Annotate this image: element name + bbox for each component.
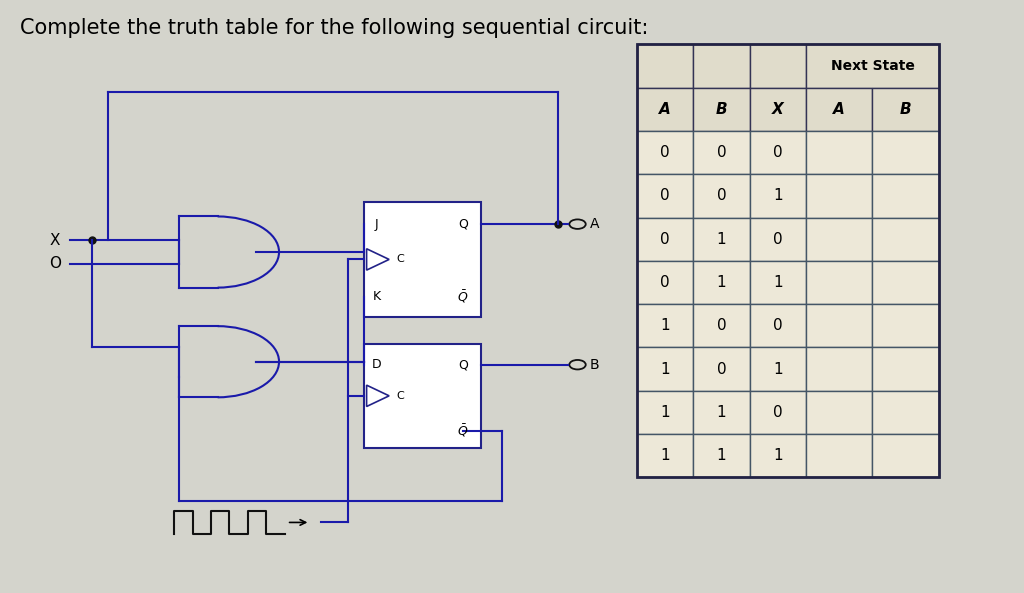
Bar [750, 131, 806, 174]
Bar [750, 44, 806, 88]
Text: 1: 1 [660, 405, 670, 420]
Text: 1: 1 [660, 362, 670, 377]
Bar [693, 391, 750, 434]
Bar [693, 347, 750, 391]
Text: C: C [396, 254, 404, 264]
Text: B: B [590, 358, 599, 372]
Bar [806, 131, 872, 174]
Text: $\bar{Q}$: $\bar{Q}$ [457, 423, 469, 439]
Bar [806, 261, 872, 304]
Bar [806, 88, 872, 131]
Bar [693, 434, 750, 477]
Bar [693, 88, 750, 131]
Bar [637, 44, 939, 477]
Bar [750, 218, 806, 261]
Bar [806, 434, 872, 477]
Text: 1: 1 [773, 275, 782, 290]
Bar [872, 347, 939, 391]
Bar [637, 44, 693, 88]
Text: 0: 0 [717, 362, 726, 377]
Text: Q: Q [458, 218, 468, 231]
Text: X: X [49, 232, 59, 248]
Bar [872, 131, 939, 174]
Text: 0: 0 [660, 275, 670, 290]
Text: K: K [373, 290, 381, 303]
Bar [637, 304, 693, 347]
Text: Q: Q [458, 358, 468, 371]
Text: 1: 1 [717, 448, 726, 463]
Bar [750, 347, 806, 391]
Text: 1: 1 [717, 232, 726, 247]
Bar [637, 131, 693, 174]
Text: B: B [716, 102, 727, 117]
Text: 1: 1 [660, 318, 670, 333]
Bar [637, 347, 693, 391]
Bar [693, 174, 750, 218]
Bar [693, 304, 750, 347]
Text: 0: 0 [660, 232, 670, 247]
Text: Next State: Next State [830, 59, 914, 73]
Text: D: D [372, 358, 382, 371]
Text: 0: 0 [773, 318, 782, 333]
Bar [806, 391, 872, 434]
Text: 1: 1 [773, 189, 782, 203]
Text: 0: 0 [717, 318, 726, 333]
Text: A: A [834, 102, 845, 117]
Text: 0: 0 [660, 189, 670, 203]
Bar [637, 174, 693, 218]
Bar [806, 44, 939, 88]
Text: 0: 0 [773, 232, 782, 247]
Text: 0: 0 [717, 145, 726, 160]
Bar [872, 391, 939, 434]
Bar [806, 218, 872, 261]
Bar [806, 304, 872, 347]
Bar [872, 174, 939, 218]
Bar [637, 88, 693, 131]
Bar [750, 88, 806, 131]
Bar [693, 44, 750, 88]
Bar [750, 434, 806, 477]
Text: 1: 1 [717, 405, 726, 420]
Text: 1: 1 [717, 275, 726, 290]
Text: 0: 0 [660, 145, 670, 160]
Bar [806, 347, 872, 391]
Bar [693, 131, 750, 174]
Bar [637, 391, 693, 434]
Bar [750, 261, 806, 304]
Text: A: A [590, 217, 599, 231]
Text: 0: 0 [717, 189, 726, 203]
Bar [872, 88, 939, 131]
Bar [693, 218, 750, 261]
Bar [750, 304, 806, 347]
Text: X: X [772, 102, 783, 117]
Bar [750, 174, 806, 218]
Text: J: J [375, 218, 379, 231]
Bar [364, 344, 481, 448]
Bar [750, 391, 806, 434]
Bar [806, 174, 872, 218]
Text: 0: 0 [773, 405, 782, 420]
Bar [364, 202, 481, 317]
Bar [872, 261, 939, 304]
Text: Complete the truth table for the following sequential circuit:: Complete the truth table for the followi… [20, 18, 649, 38]
Text: O: O [49, 256, 61, 272]
Text: $\bar{Q}$: $\bar{Q}$ [457, 288, 469, 305]
Text: 1: 1 [773, 448, 782, 463]
Text: 1: 1 [660, 448, 670, 463]
Text: A: A [659, 102, 671, 117]
Bar [637, 261, 693, 304]
Text: 1: 1 [773, 362, 782, 377]
Text: 0: 0 [773, 145, 782, 160]
Bar [872, 218, 939, 261]
Bar [872, 434, 939, 477]
Bar [693, 261, 750, 304]
Text: B: B [900, 102, 911, 117]
Bar [637, 434, 693, 477]
Text: C: C [396, 391, 404, 401]
Bar [872, 304, 939, 347]
Bar [637, 218, 693, 261]
